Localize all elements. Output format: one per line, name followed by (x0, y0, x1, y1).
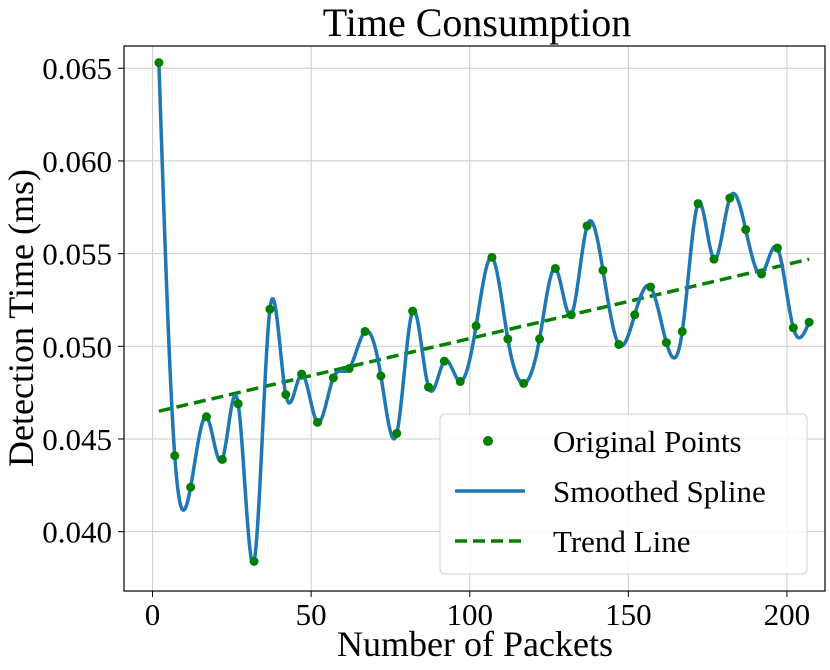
trend-layer (158, 257, 810, 413)
data-point (297, 369, 307, 379)
data-point (233, 399, 243, 409)
data-point (646, 282, 656, 292)
y-tick-label: 0.065 (42, 51, 112, 86)
data-point (503, 334, 513, 344)
data-point (487, 252, 497, 262)
trend-line (158, 257, 810, 413)
data-point (709, 254, 719, 264)
x-tick-label: 100 (446, 597, 493, 632)
data-point (281, 390, 291, 400)
data-point (170, 451, 180, 461)
data-point (217, 454, 227, 464)
data-point (249, 556, 259, 566)
data-point (265, 304, 275, 314)
x-tick-label: 200 (764, 597, 811, 632)
x-axis-ticks: 0 50 100 150 200 (145, 591, 810, 632)
data-point (804, 317, 814, 327)
data-point (471, 321, 481, 331)
y-axis-label: Detection Time (ms) (1, 169, 41, 467)
data-point (582, 221, 592, 231)
data-point (788, 323, 798, 333)
data-point (154, 58, 164, 68)
x-axis-label: Number of Packets (337, 624, 613, 664)
y-tick-label: 0.040 (42, 515, 112, 550)
legend-label-original-points: Original Points (553, 424, 742, 459)
data-point (535, 334, 545, 344)
data-point (677, 326, 687, 336)
data-point (376, 371, 386, 381)
y-tick-label: 0.060 (42, 144, 112, 179)
x-tick-label: 0 (145, 597, 161, 632)
chart-title: Time Consumption (323, 0, 632, 45)
data-point (772, 243, 782, 253)
points-layer (154, 58, 814, 566)
data-point (408, 306, 418, 316)
data-point (392, 428, 402, 438)
data-point (424, 382, 434, 392)
data-point (328, 373, 338, 383)
data-point (725, 193, 735, 203)
legend: Original Points Smoothed Spline Trend Li… (439, 413, 808, 575)
legend-box (439, 413, 808, 575)
data-point (186, 482, 196, 492)
data-point (598, 265, 608, 275)
data-point (312, 417, 322, 427)
x-tick-label: 50 (296, 597, 327, 632)
y-axis-ticks: 0.040 0.045 0.050 0.055 0.060 0.065 (42, 51, 124, 550)
data-point (344, 364, 354, 374)
legend-marker-original-points (483, 436, 493, 446)
data-point (614, 339, 624, 349)
data-point (455, 377, 465, 387)
y-tick-label: 0.050 (42, 329, 112, 364)
data-point (439, 356, 449, 366)
legend-label-trend-line: Trend Line (553, 524, 691, 559)
data-point (566, 310, 576, 320)
data-point (693, 199, 703, 209)
data-point (550, 263, 560, 273)
data-point (630, 310, 640, 320)
data-point (661, 338, 671, 348)
data-point (201, 412, 211, 422)
data-point (519, 378, 529, 388)
data-point (741, 225, 751, 235)
data-point (757, 269, 767, 279)
y-tick-label: 0.055 (42, 237, 112, 272)
legend-label-smoothed-spline: Smoothed Spline (553, 474, 766, 509)
data-point (360, 326, 370, 336)
plot-frame (123, 45, 826, 592)
x-tick-label: 150 (605, 597, 652, 632)
y-tick-label: 0.045 (42, 422, 112, 457)
